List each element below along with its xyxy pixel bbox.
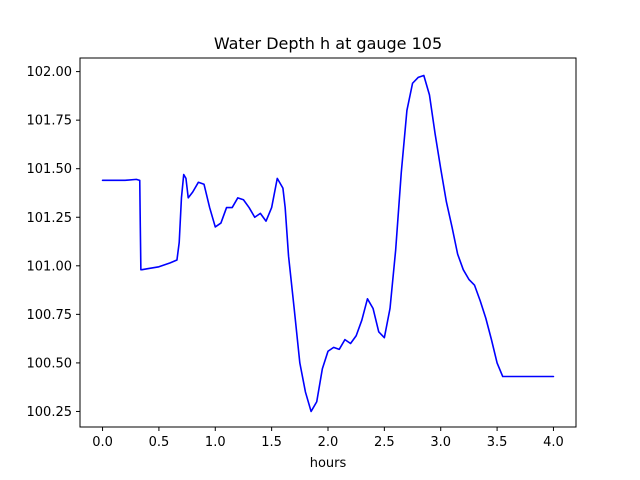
y-tick-label: 101.75 bbox=[27, 114, 73, 129]
x-tick-label: 2.0 bbox=[318, 435, 339, 450]
chart-title: Water Depth h at gauge 105 bbox=[214, 34, 442, 53]
x-tick-label: 0.5 bbox=[149, 435, 170, 450]
x-tick-label: 0.0 bbox=[92, 435, 113, 450]
series-line-0 bbox=[101, 74, 555, 413]
y-tick-label: 101.25 bbox=[27, 211, 73, 226]
y-tick-label: 101.00 bbox=[27, 259, 73, 274]
y-tick-label: 100.25 bbox=[27, 405, 73, 420]
y-tick-label: 100.75 bbox=[27, 308, 73, 323]
x-axis-title: hours bbox=[310, 456, 347, 471]
y-tick-label: 100.50 bbox=[27, 356, 73, 371]
x-tick-label: 2.5 bbox=[374, 435, 395, 450]
x-tick-label: 1.0 bbox=[205, 435, 226, 450]
y-tick-label: 102.00 bbox=[27, 65, 73, 80]
x-tick-label: 3.0 bbox=[430, 435, 451, 450]
x-tick-label: 4.0 bbox=[543, 435, 564, 450]
x-tick-label: 3.5 bbox=[487, 435, 508, 450]
plot-area: 0.0 0.5 1.0 1.5 2.0 2.5 3.0 3.5 4.0 100.25 100.50 1… bbox=[27, 57, 577, 450]
x-tick-label: 1.5 bbox=[261, 435, 282, 450]
y-tick-label: 101.50 bbox=[27, 162, 73, 177]
